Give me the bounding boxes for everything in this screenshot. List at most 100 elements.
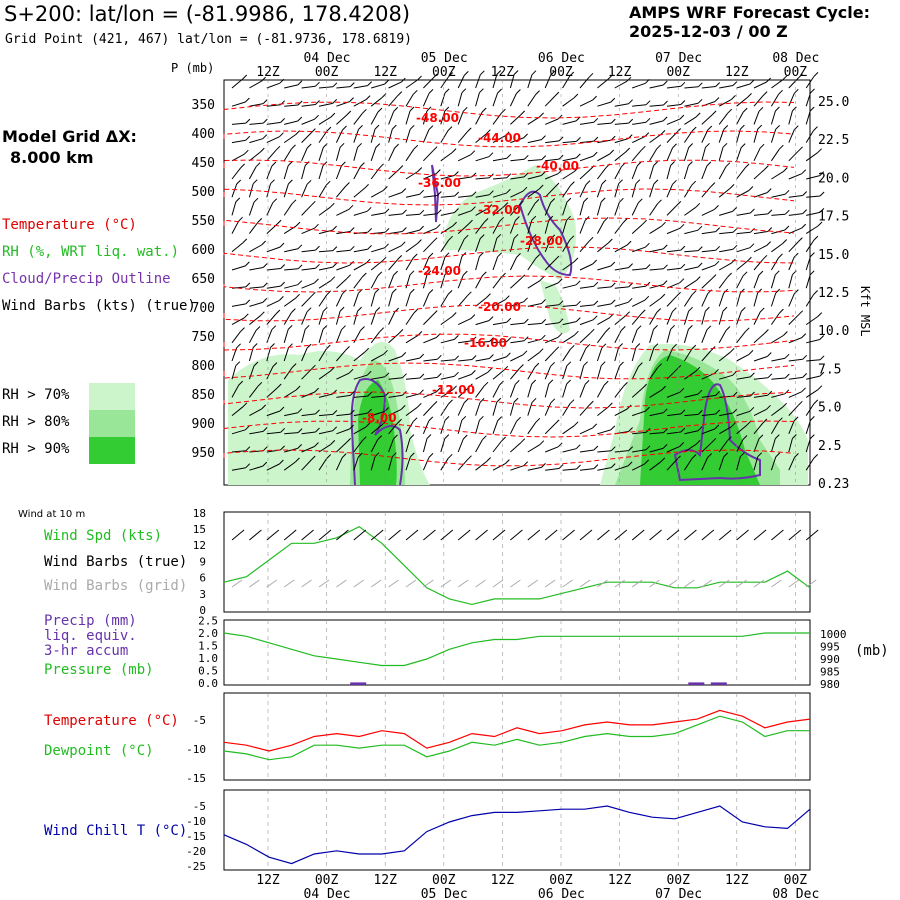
wind-barb xyxy=(632,121,647,125)
wind-barb-flag xyxy=(481,107,487,113)
wind-barb xyxy=(388,213,403,216)
wind-barb-flag xyxy=(346,438,351,443)
wind-barb xyxy=(683,184,693,198)
wind-barb xyxy=(318,393,333,398)
wind-barb-flag xyxy=(463,234,469,240)
grid-wind-barb xyxy=(753,579,765,588)
wind-barb xyxy=(544,383,550,398)
wind-barb xyxy=(788,420,795,434)
wind-barb-flag xyxy=(584,380,590,385)
wind-barb-flag xyxy=(575,317,581,322)
bottom-date-tick: 08 Dec xyxy=(772,887,819,900)
wind-barb xyxy=(440,316,453,326)
wind-barb-flag xyxy=(711,437,717,443)
wind-barb xyxy=(266,82,281,89)
wind-barb-flag xyxy=(330,112,336,118)
wind-barb-flag xyxy=(330,276,336,282)
wind-barb-flag xyxy=(345,346,350,351)
wind-barb-flag xyxy=(235,361,241,367)
wind-barb-flag xyxy=(691,344,697,350)
wind-barb-flag xyxy=(271,325,277,331)
wind-barb xyxy=(405,377,420,380)
wind-barb-flag xyxy=(645,264,651,269)
wind-barb-flag xyxy=(732,370,737,376)
top-hour-tick: 12Z xyxy=(491,65,515,80)
wind-barb xyxy=(753,95,764,107)
wind-barb-flag xyxy=(784,389,790,395)
wind-barb xyxy=(805,130,814,143)
wind-barb-flag xyxy=(297,280,303,286)
wind-barb xyxy=(231,331,241,344)
wind-barb-flag xyxy=(375,143,381,148)
wind-barb xyxy=(753,274,760,289)
wind-barb-flag xyxy=(332,82,338,88)
wind-barb xyxy=(631,165,638,180)
wind-barb-flag xyxy=(436,209,442,215)
wind-barb xyxy=(770,421,779,435)
wind-barb-flag xyxy=(365,422,371,428)
rh-90-label: RH > 90% xyxy=(2,441,70,457)
wind-barb-flag xyxy=(569,71,575,77)
top-hour-tick: 12Z xyxy=(725,65,749,80)
wind-barb xyxy=(579,449,594,453)
wind-barb xyxy=(806,339,820,344)
wind-barb-flag xyxy=(426,434,432,439)
wind-barb xyxy=(736,212,751,216)
wind-barb xyxy=(805,403,815,416)
wind-barb-flag xyxy=(656,308,662,313)
wind-barb-flag xyxy=(593,445,599,451)
surface-wind-barb xyxy=(527,529,541,541)
wind-barb-flag xyxy=(672,307,677,313)
wind-barb-flag xyxy=(759,307,765,313)
surface-wind-barb xyxy=(353,529,367,541)
wind-barb xyxy=(753,377,768,380)
wind-barb xyxy=(614,330,622,344)
wind-barb-flag xyxy=(610,446,616,452)
wind-barb-flag xyxy=(332,225,337,231)
wind-barb xyxy=(701,264,716,271)
wind-barb xyxy=(631,183,637,198)
grid-wind-barb xyxy=(492,579,504,588)
wind-barb-flag xyxy=(625,147,631,153)
wind-barb xyxy=(353,374,368,380)
wind-barb xyxy=(284,268,299,271)
wind-barb-flag xyxy=(506,337,512,342)
wind-barb-flag xyxy=(793,416,799,422)
bottom-date-tick: 05 Dec xyxy=(421,887,468,900)
wind-barb-flag xyxy=(535,90,540,95)
wind-barb-flag xyxy=(291,308,296,313)
wind-barb-flag xyxy=(383,349,388,355)
wind-barb-flag xyxy=(610,97,616,103)
wind-barb-flag xyxy=(315,263,320,269)
wind-barb xyxy=(736,83,751,89)
wind-barb-flag xyxy=(506,352,511,358)
wind-barb xyxy=(510,158,525,162)
wind-barb xyxy=(788,457,795,471)
wind-barb-flag xyxy=(588,400,594,406)
wind-barb xyxy=(440,130,449,143)
wind-barb-flag xyxy=(797,400,803,406)
wind-barb xyxy=(440,225,453,235)
wind-barb xyxy=(371,83,385,89)
wind-barb xyxy=(805,389,819,398)
wind-barb xyxy=(388,95,399,107)
wind-barb xyxy=(562,75,571,89)
wind-barb xyxy=(544,186,556,198)
wind-barb xyxy=(527,94,537,107)
wind-barb xyxy=(266,183,271,198)
wind-barb xyxy=(666,329,672,343)
wind-barb-flag xyxy=(235,197,241,203)
wind-barb xyxy=(266,299,280,307)
wind-barb xyxy=(492,74,498,89)
wind-barb xyxy=(753,356,768,362)
wind-barb-flag xyxy=(419,189,425,195)
wind-barb xyxy=(649,148,658,162)
wind-barb xyxy=(788,129,795,143)
wind-barb-flag xyxy=(409,124,415,130)
wind-barb-flag xyxy=(645,406,650,412)
wind-barb xyxy=(632,449,647,453)
wind-barb-flag xyxy=(672,179,677,185)
wind-barb-flag xyxy=(801,333,807,338)
wind-barb xyxy=(562,349,571,362)
wind-barb-flag xyxy=(592,423,598,429)
